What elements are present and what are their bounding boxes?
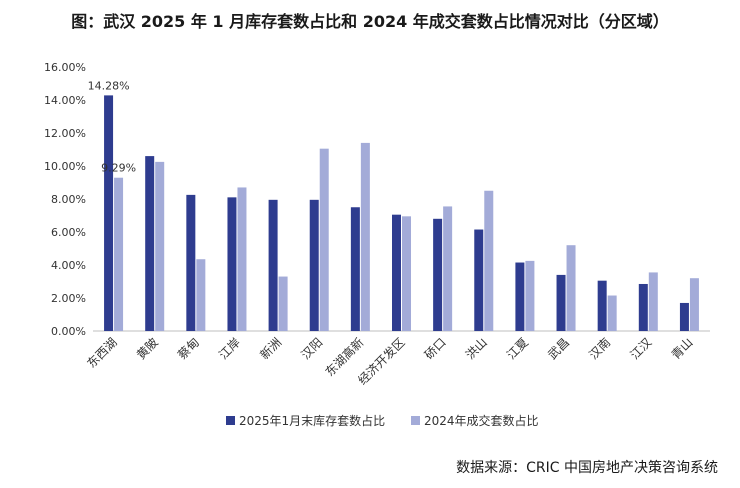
x-tick-label: 洪山 [463,335,490,362]
bar-sales-2 [196,259,206,331]
y-tick-label: 16.00% [44,61,86,74]
x-tick-label: 江岸 [216,335,243,362]
y-tick-label: 4.00% [51,259,86,272]
bar-inventory-9 [474,229,484,331]
bar-inventory-11 [556,274,566,331]
bar-sales-11 [566,245,576,331]
legend-swatch-0 [226,416,235,425]
x-tick-label: 青山 [669,335,696,362]
bar-inventory-5 [309,199,319,331]
data-label: 9.29% [101,162,136,175]
x-tick-label: 汉南 [586,335,614,363]
bar-inventory-10 [515,262,525,331]
y-tick-label: 10.00% [44,160,86,173]
bar-sales-7 [402,216,411,331]
bar-sales-13 [648,272,658,331]
bar-sales-1 [155,161,165,331]
bar-inventory-12 [597,280,607,331]
bar-inventory-8 [433,218,443,331]
x-tick-label: 武昌 [545,335,572,362]
bar-inventory-2 [186,194,196,331]
bar-sales-10 [525,260,535,331]
bar-inventory-4 [268,199,278,331]
x-tick-label: 江夏 [504,335,531,362]
source-note: 数据来源：CRIC 中国房地产决策咨询系统 [456,460,718,476]
y-tick-label: 8.00% [51,193,86,206]
bar-sales-6 [360,142,370,331]
bar-sales-14 [689,278,699,331]
bar-inventory-13 [638,283,648,331]
bar-sales-3 [237,187,247,331]
bar-inventory-0 [104,95,114,331]
y-tick-label: 0.00% [51,325,86,338]
bar-sales-4 [278,276,288,331]
y-tick-label: 14.00% [44,94,86,107]
bar-sales-5 [319,148,329,331]
y-tick-label: 12.00% [44,127,86,140]
chart-title: 图：武汉 2025 年 1 月库存套数占比和 2024 年成交套数占比情况对比（… [71,12,669,31]
x-tick-label: 汉阳 [298,335,325,362]
bar-sales-0 [114,177,124,331]
bar-inventory-14 [679,302,689,331]
bar-inventory-6 [350,207,360,331]
bar-inventory-3 [227,197,237,331]
x-tick-label: 蔡甸 [175,335,202,362]
x-tick-label: 黄陂 [133,335,161,363]
bar-sales-9 [484,190,494,331]
bar-sales-12 [607,295,617,331]
x-tick-label: 硚口 [422,335,449,362]
bar-inventory-7 [392,214,401,331]
bar-sales-8 [443,206,453,331]
bar-inventory-1 [145,156,155,331]
x-tick-label: 江汉 [628,335,655,362]
x-tick-label: 新洲 [257,335,285,363]
legend-label-0: 2025年1月末库存套数占比 [239,413,385,428]
legend-label-1: 2024年成交套数占比 [424,413,539,428]
legend-swatch-1 [411,416,420,425]
y-tick-label: 2.00% [51,292,86,305]
data-label: 14.28% [88,79,130,92]
y-tick-label: 6.00% [51,226,86,239]
x-tick-label: 东西湖 [84,335,120,371]
